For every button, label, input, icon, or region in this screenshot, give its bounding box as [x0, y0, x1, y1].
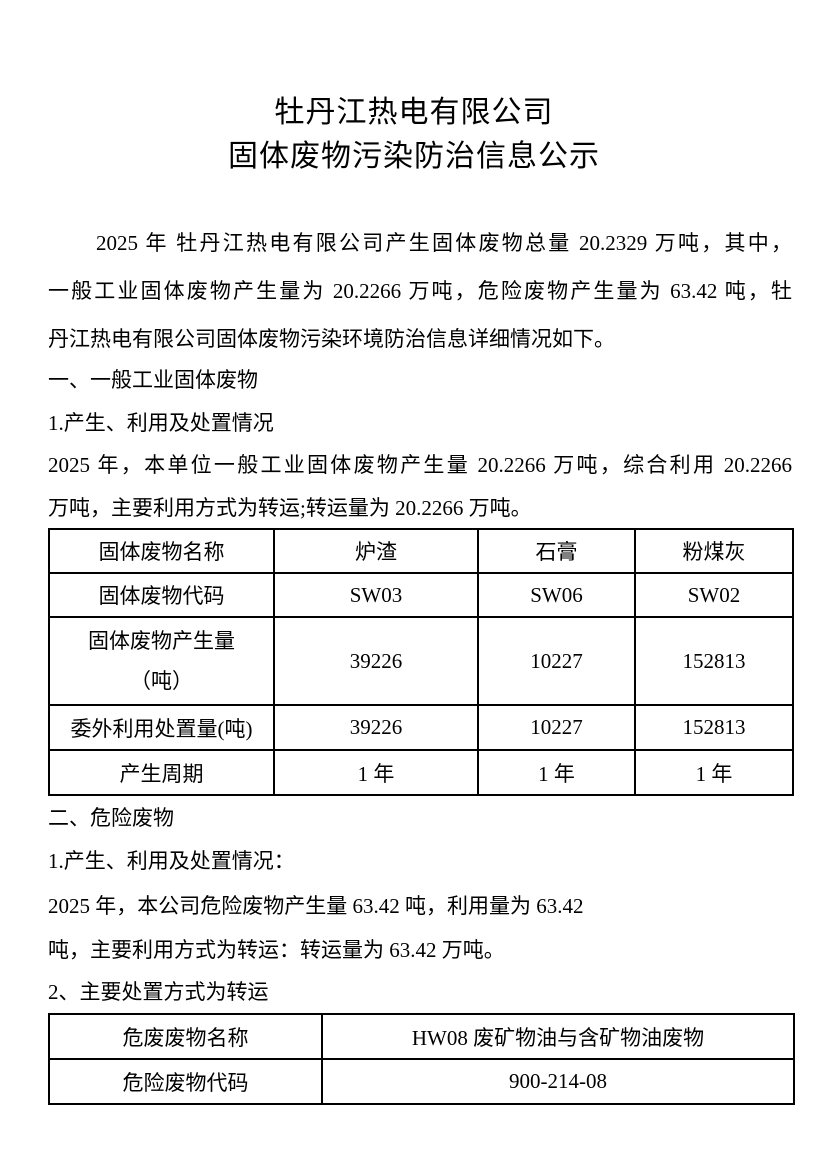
intro-line-2: 一般工业固体废物产生量为 20.2266 万吨，危险废物产生量为 63.42 吨…: [48, 279, 792, 303]
table-row: 固体废物产生量 （吨） 39226 10227 152813: [48, 616, 794, 706]
table-row: 产生周期 1 年 1 年 1 年: [48, 749, 794, 796]
table-cell: 粉煤灰: [634, 528, 794, 574]
document-title-line1: 牡丹江热电有限公司: [274, 96, 554, 129]
section1-para-line-1: 2025 年，本单位一般工业固体废物产生量 20.2266 万吨，综合利用 20…: [48, 453, 792, 477]
table-cell: 152813: [634, 704, 794, 751]
table-cell-label-line1: 固体废物产生量: [88, 629, 235, 653]
table-cell: 危废废物名称: [48, 1013, 323, 1060]
table-row: 固体废物代码 SW03 SW06 SW02: [48, 572, 794, 618]
table-cell: 1 年: [477, 749, 636, 796]
table-cell: 委外利用处置量(吨): [48, 704, 275, 751]
table-cell: 1 年: [273, 749, 479, 796]
table-cell: 危险废物代码: [48, 1058, 323, 1105]
table-cell: 石膏: [477, 528, 636, 574]
document-title-line2: 固体废物污染防治信息公示: [228, 140, 600, 173]
table-cell-label-line2: （吨）: [130, 669, 193, 693]
table-cell: SW02: [634, 572, 794, 618]
section1-heading: 一、一般工业固体废物: [48, 368, 258, 392]
intro-line-3: 丹江热电有限公司固体废物污染环境防治信息详细情况如下。: [48, 327, 615, 351]
section2-para-line-1: 2025 年，本公司危险废物产生量 63.42 吨，利用量为 63.42: [48, 894, 584, 918]
table-cell: 900-214-08: [321, 1058, 795, 1105]
section2-sub-heading: 1.产生、利用及处置情况：: [48, 849, 295, 873]
table-cell: 39226: [273, 704, 479, 751]
table-cell: 炉渣: [273, 528, 479, 574]
section1-sub-heading: 1.产生、利用及处置情况: [48, 411, 274, 435]
hazardous-waste-table: 危废废物名称 HW08 废矿物油与含矿物油废物 危险废物代码 900-214-0…: [48, 1013, 795, 1105]
section2-heading: 二、危险废物: [48, 806, 174, 830]
table-cell: 39226: [273, 616, 479, 706]
document-title: 牡丹江热电有限公司 固体废物污染防治信息公示: [0, 91, 828, 179]
section2-sub-heading-2: 2、主要处置方式为转运: [48, 980, 269, 1004]
table-cell: 固体废物产生量 （吨）: [48, 616, 275, 706]
table-row: 危险废物代码 900-214-08: [48, 1058, 795, 1105]
table-row: 委外利用处置量(吨) 39226 10227 152813: [48, 704, 794, 751]
table-cell: HW08 废矿物油与含矿物油废物: [321, 1013, 795, 1060]
section1-paragraph: 2025 年，本单位一般工业固体废物产生量 20.2266 万吨，综合利用 20…: [48, 444, 792, 530]
table-cell: 10227: [477, 616, 636, 706]
section1-para-line-2: 万吨，主要利用方式为转运;转运量为 20.2266 万吨。: [48, 496, 532, 520]
intro-line-1: 2025 年 牡丹江热电有限公司产生固体废物总量 20.2329 万吨，其中，: [96, 231, 792, 255]
table-cell: 152813: [634, 616, 794, 706]
table-cell: SW03: [273, 572, 479, 618]
section2-para-line-2: 吨，主要利用方式为转运：转运量为 63.42 万吨。: [48, 938, 505, 962]
table-row: 危废废物名称 HW08 废矿物油与含矿物油废物: [48, 1013, 795, 1060]
table-cell: 1 年: [634, 749, 794, 796]
table-cell: 固体废物代码: [48, 572, 275, 618]
table-cell: 10227: [477, 704, 636, 751]
table-cell: 产生周期: [48, 749, 275, 796]
intro-paragraph: 2025 年 牡丹江热电有限公司产生固体废物总量 20.2329 万吨，其中， …: [48, 219, 792, 363]
industrial-waste-table: 固体废物名称 炉渣 石膏 粉煤灰 固体废物代码 SW03 SW06 SW02 固…: [48, 528, 794, 796]
table-cell: 固体废物名称: [48, 528, 275, 574]
table-row: 固体废物名称 炉渣 石膏 粉煤灰: [48, 528, 794, 574]
section2-paragraph: 2025 年，本公司危险废物产生量 63.42 吨，利用量为 63.42 吨，主…: [48, 884, 792, 972]
table-cell: SW06: [477, 572, 636, 618]
